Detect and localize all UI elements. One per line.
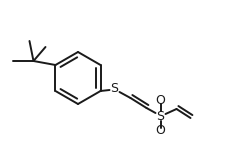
Text: O: O — [156, 95, 165, 108]
Text: S: S — [157, 110, 164, 123]
Text: S: S — [110, 82, 119, 95]
Text: O: O — [156, 125, 165, 138]
